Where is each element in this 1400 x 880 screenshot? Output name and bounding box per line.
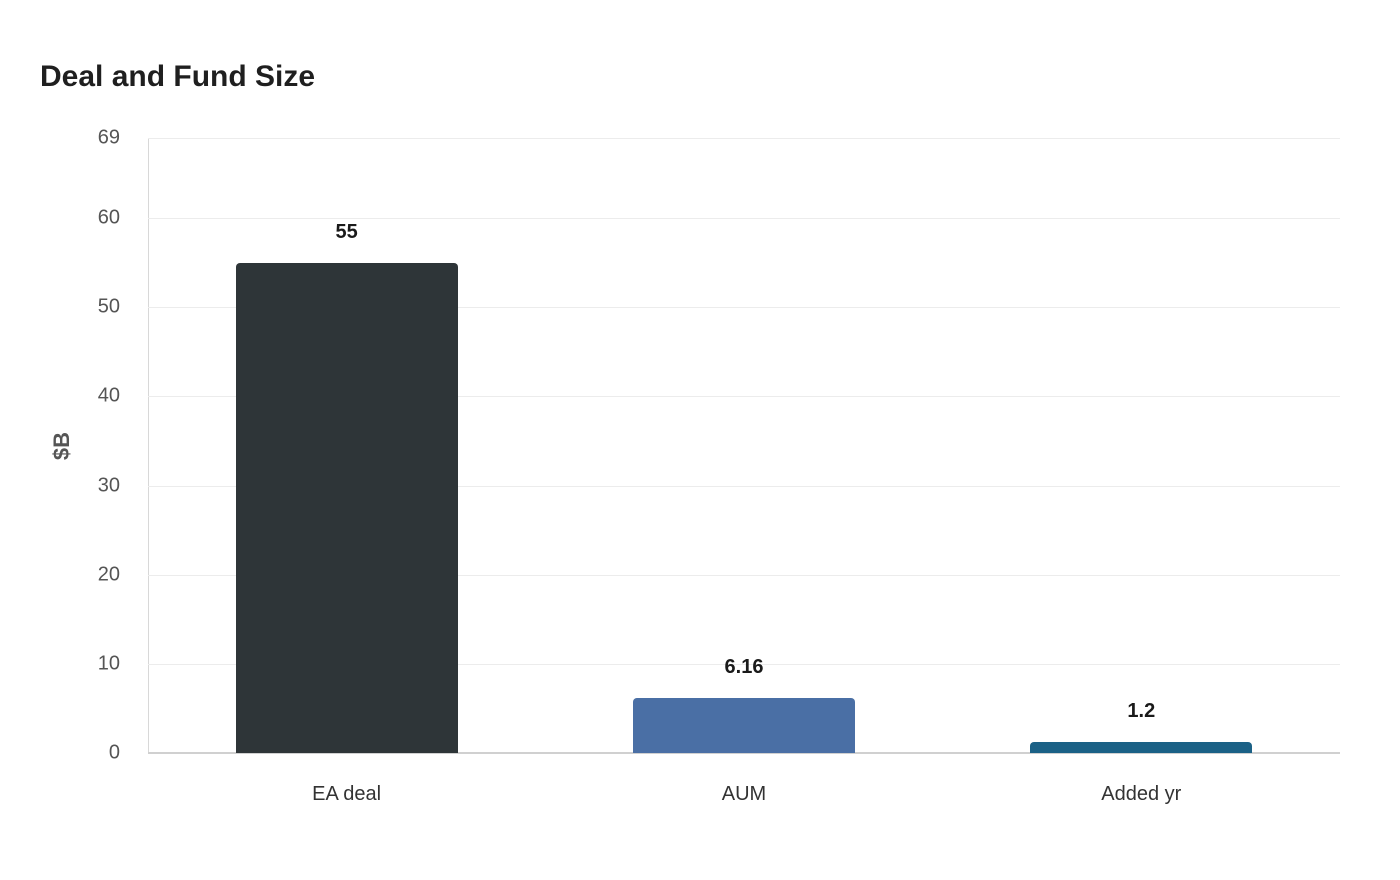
x-tick-label: AUM: [721, 783, 767, 805]
y-tick-label: 10: [97, 652, 120, 675]
y-tick-label: 0: [108, 741, 120, 764]
y-tick-label: 69: [97, 126, 120, 149]
gridline: [148, 396, 1340, 398]
y-tick-label: 20: [97, 563, 120, 586]
chart-title: Deal and Fund Size: [40, 60, 316, 93]
plot-area: [148, 138, 1340, 754]
bar-aum: [633, 698, 855, 753]
gridline: [148, 307, 1340, 309]
x-tick-label: Added yr: [1101, 783, 1182, 805]
gridline: [148, 485, 1340, 487]
bar-value-label: 55: [335, 220, 358, 243]
y-tick-label: 40: [97, 384, 120, 407]
y-tick-label: 60: [97, 206, 120, 229]
gridline: [148, 218, 1340, 220]
bar-ea-deal: [235, 262, 458, 753]
bar-value-label: 1.2: [1127, 700, 1156, 723]
bar-added-yr: [1030, 742, 1253, 753]
gridline: [148, 663, 1340, 665]
x-axis-line: [148, 752, 1340, 754]
gridline: [148, 138, 1340, 139]
gridline: [148, 574, 1340, 576]
y-tick-label: 50: [97, 295, 120, 318]
bar-value-label: 6.16: [724, 656, 764, 679]
y-tick-label: 30: [97, 474, 120, 497]
y-axis-title: $B: [49, 431, 74, 461]
y-axis-line: [148, 138, 149, 753]
x-tick-label: EA deal: [312, 783, 382, 805]
